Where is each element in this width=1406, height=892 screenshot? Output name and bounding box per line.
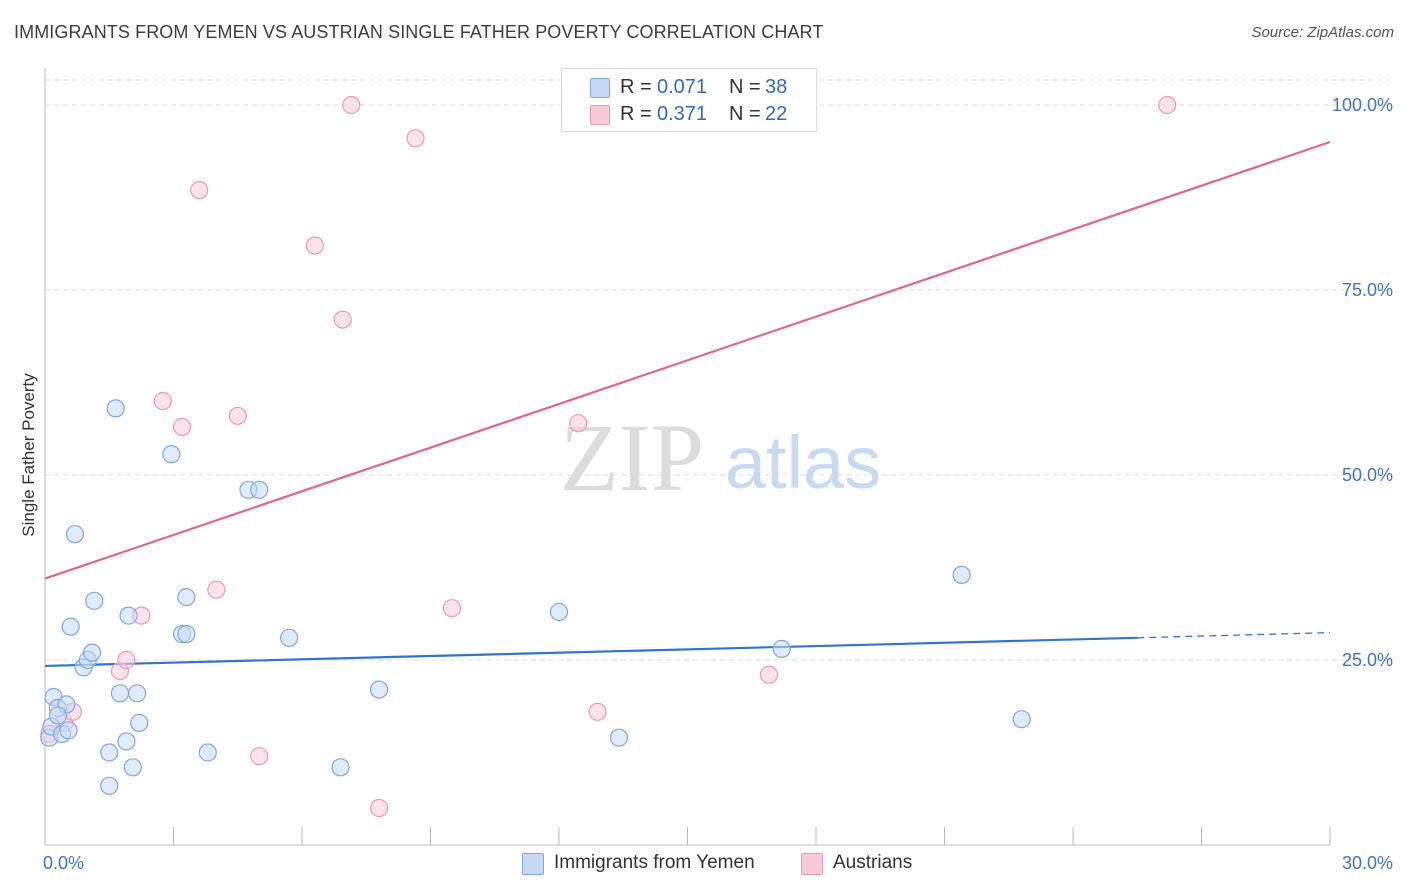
legend-swatch-pink	[801, 853, 823, 875]
point-yemen	[117, 732, 136, 751]
point-yemen	[65, 525, 85, 544]
y-tick-label: 100.0%	[1332, 95, 1393, 115]
legend-n-value: 22	[765, 103, 788, 125]
point-austrians	[759, 665, 778, 684]
point-austrians	[228, 406, 247, 425]
y-tick-label: 50.0%	[1342, 465, 1393, 485]
legend-swatch-blue	[522, 853, 544, 875]
point-yemen	[331, 758, 350, 777]
legend-r-value: 0.371	[657, 103, 708, 125]
point-yemen	[127, 684, 147, 703]
x-tick-label: 30.0%	[1342, 853, 1393, 873]
point-yemen	[83, 643, 102, 662]
point-austrians	[190, 181, 209, 200]
point-yemen	[85, 591, 104, 610]
point-austrians	[406, 129, 425, 148]
tick-labels: 25.0% 50.0% 75.0% 100.0% 0.0% 30.0%	[43, 95, 1393, 873]
legend-n-label: N =	[729, 103, 761, 125]
point-austrians	[370, 798, 389, 818]
point-austrians	[305, 236, 324, 255]
point-austrians	[207, 580, 226, 599]
point-yemen	[123, 758, 142, 777]
point-yemen	[370, 680, 389, 699]
legend-row-austrians: R = 0.371 N = 22	[562, 101, 816, 127]
trendline-yemen	[44, 636, 1138, 668]
legend-r-value: 0.071	[657, 76, 708, 98]
trendline-austrians	[44, 140, 1331, 580]
chart-title: IMMIGRANTS FROM YEMEN VS AUSTRIAN SINGLE…	[14, 22, 824, 42]
chart-source: Source: ZipAtlas.com	[1251, 24, 1394, 41]
point-yemen	[110, 684, 130, 703]
legend-label-austrians: Austrians	[833, 852, 913, 873]
y-tick-label: 75.0%	[1342, 280, 1393, 300]
axes	[44, 68, 1331, 846]
correlation-legend: R = 0.071 N = 38 R = 0.371 N = 22	[561, 68, 817, 132]
point-yemen	[177, 587, 196, 607]
point-austrians	[117, 650, 136, 670]
point-yemen	[59, 721, 78, 740]
point-yemen	[100, 776, 119, 795]
legend-r-label: R =	[620, 76, 652, 98]
point-austrians	[442, 599, 462, 618]
point-austrians	[153, 391, 172, 411]
point-yemen	[100, 743, 119, 762]
point-austrians	[250, 747, 269, 766]
trend-lines	[44, 140, 1331, 668]
point-yemen	[162, 445, 181, 464]
data-points	[40, 95, 1177, 818]
point-yemen	[1012, 710, 1031, 729]
point-yemen	[177, 624, 196, 644]
point-austrians	[172, 417, 192, 436]
watermark-atlas: atlas	[725, 421, 881, 504]
point-yemen	[250, 480, 269, 499]
point-yemen	[609, 728, 629, 747]
point-austrians	[333, 310, 352, 329]
point-yemen	[130, 713, 149, 733]
watermark: ZIP atlas	[560, 404, 881, 511]
legend-n-value: 38	[765, 76, 788, 98]
y-tick-label: 25.0%	[1342, 650, 1393, 670]
legend-n-label: N =	[729, 76, 761, 98]
legend-label-yemen: Immigrants from Yemen	[554, 852, 755, 873]
x-tick-label: 0.0%	[43, 853, 84, 873]
point-austrians	[588, 702, 607, 721]
legend-swatch-blue	[590, 78, 610, 98]
point-yemen	[61, 617, 80, 636]
point-austrians	[342, 95, 361, 115]
point-yemen	[198, 743, 217, 762]
point-yemen	[280, 628, 299, 647]
point-yemen	[952, 565, 971, 585]
point-yemen	[106, 399, 125, 418]
point-yemen	[119, 606, 138, 625]
point-austrians	[1158, 95, 1177, 115]
point-yemen	[48, 706, 67, 725]
legend-r-label: R =	[620, 103, 652, 125]
legend-swatch-pink	[590, 105, 610, 125]
trendline-yemen-extension	[1137, 631, 1331, 639]
point-austrians	[569, 414, 588, 433]
grid-lines	[45, 79, 1392, 661]
legend-row-yemen: R = 0.071 N = 38	[562, 74, 816, 100]
y-axis-label: Single Father Poverty	[19, 373, 38, 537]
point-yemen	[772, 639, 791, 659]
point-yemen	[549, 602, 569, 622]
